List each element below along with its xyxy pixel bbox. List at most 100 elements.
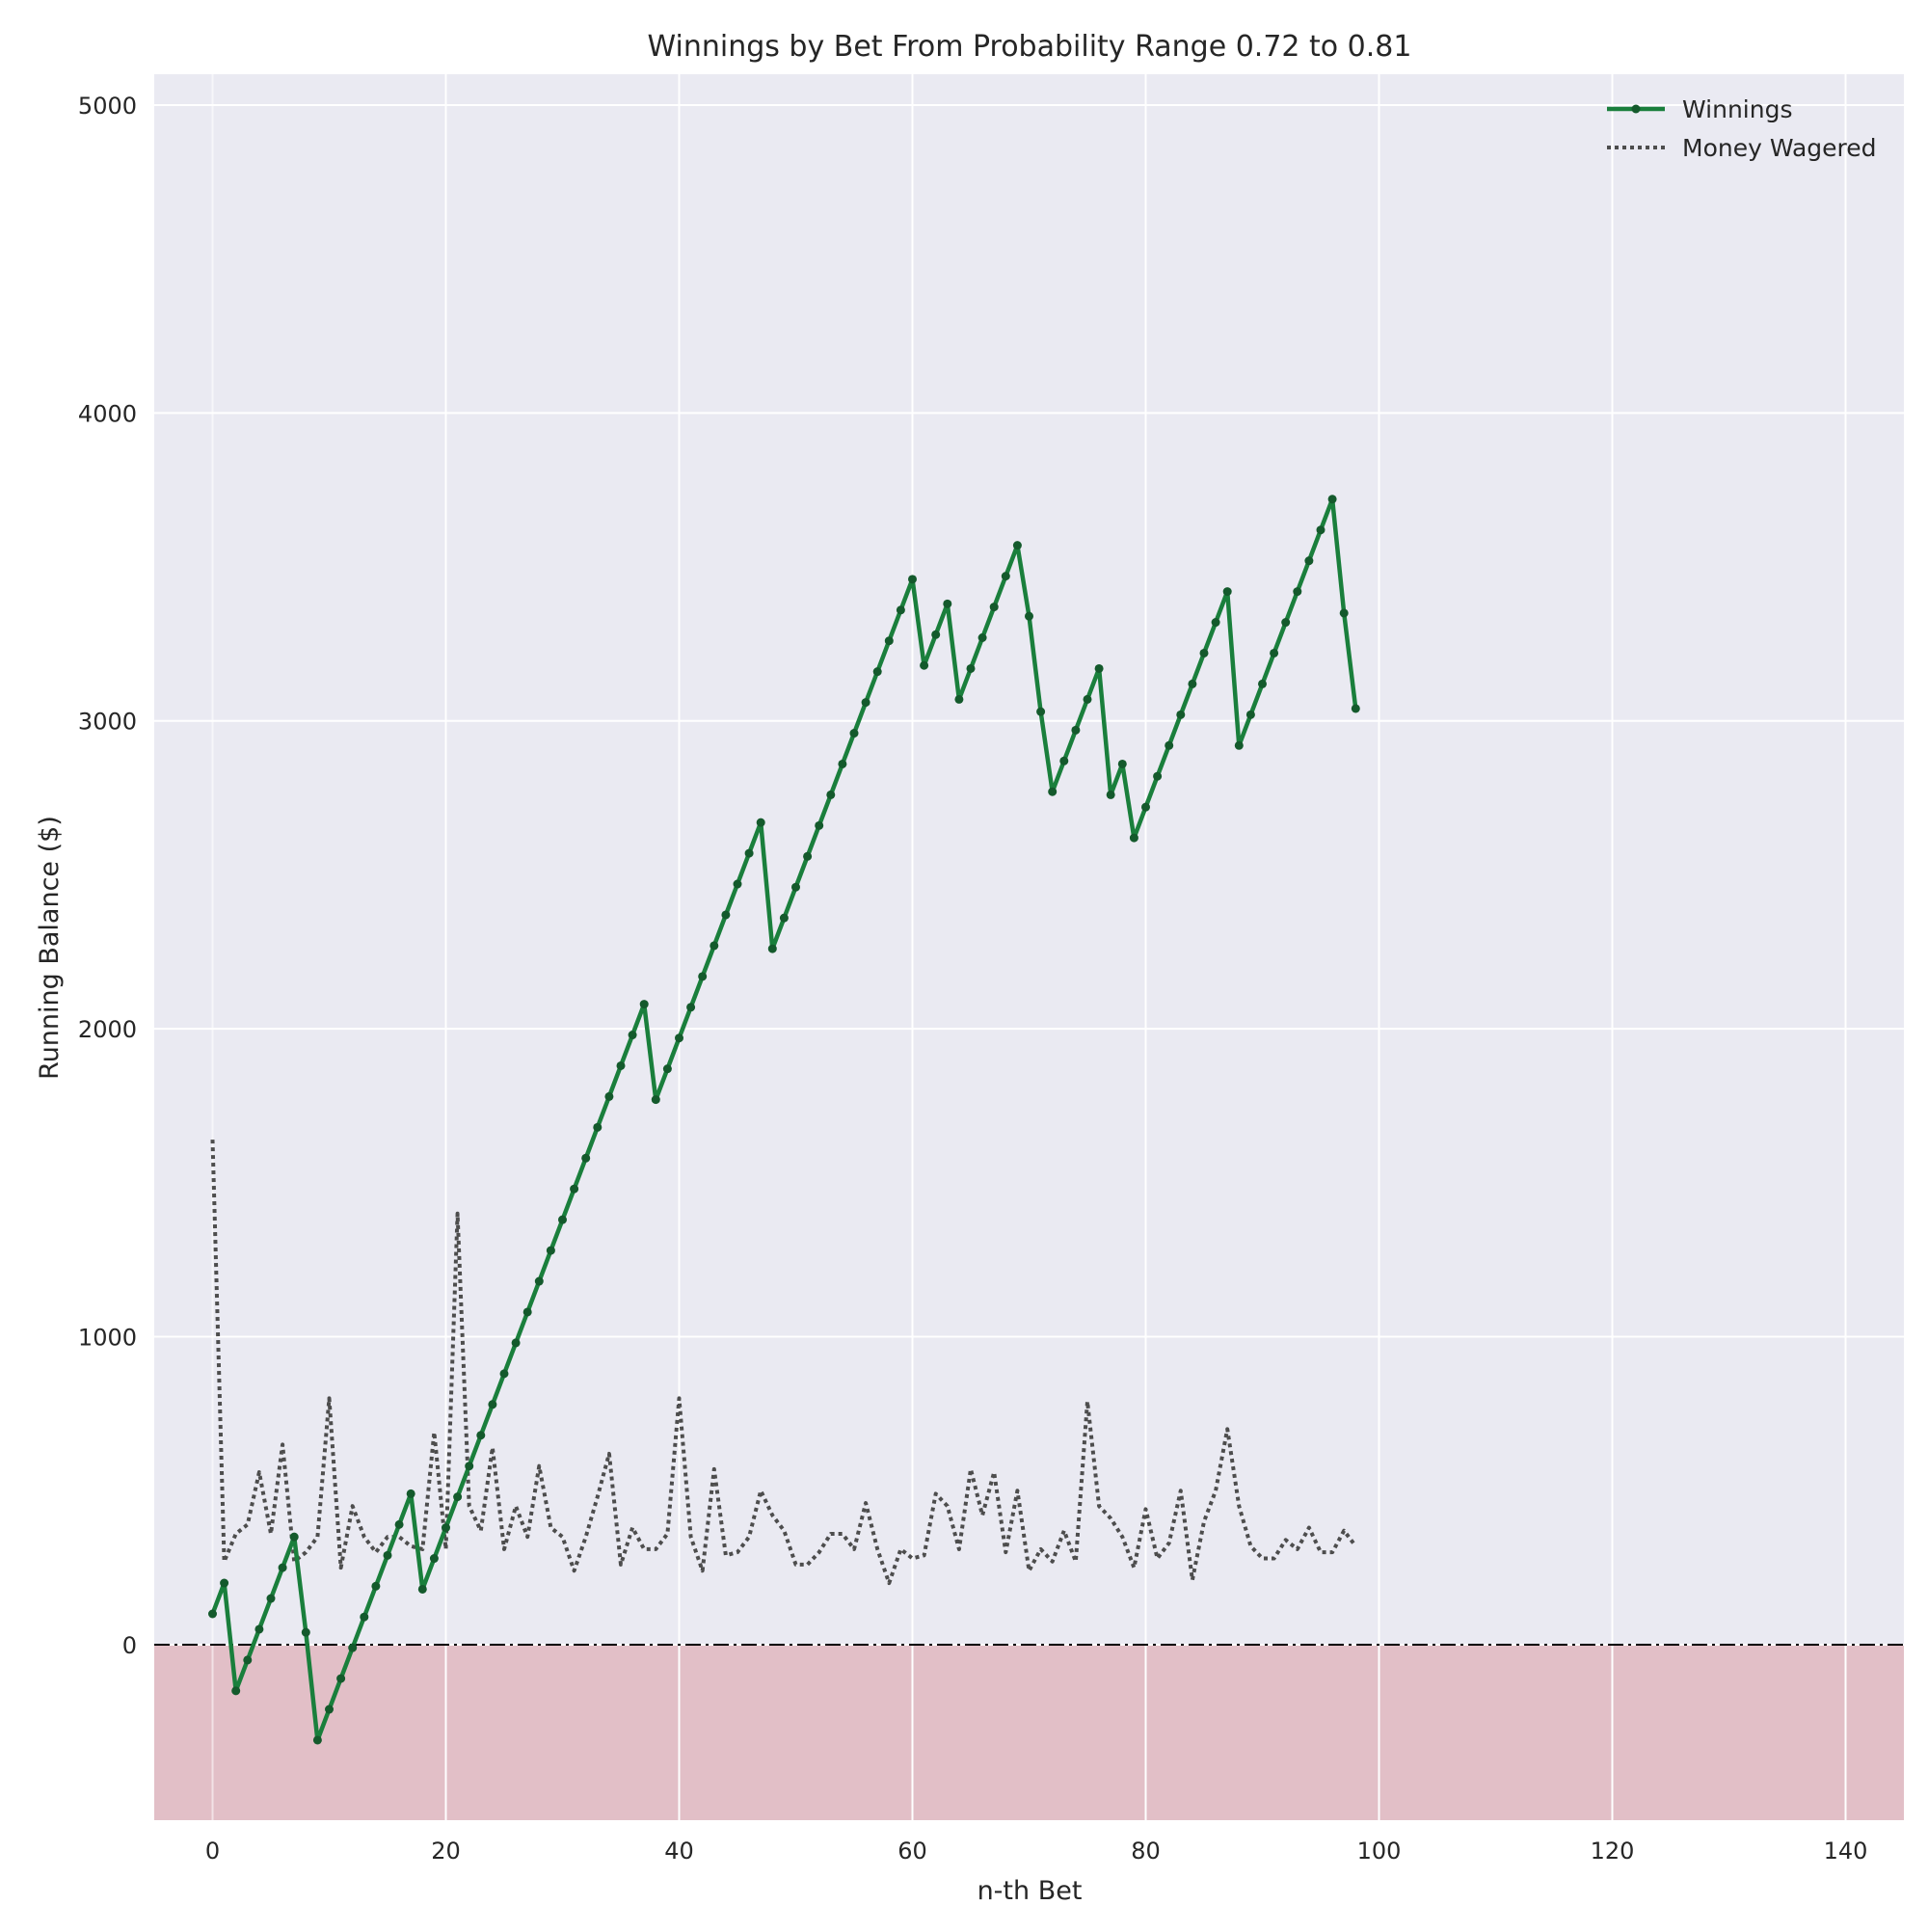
winnings-point xyxy=(1059,756,1069,765)
winnings-point xyxy=(394,1519,404,1529)
winnings-point xyxy=(815,820,824,830)
winnings-point xyxy=(908,575,917,584)
winnings-point xyxy=(254,1624,264,1634)
winnings-point xyxy=(360,1612,369,1622)
x-tick-label: 40 xyxy=(664,1838,694,1865)
winnings-point xyxy=(1327,495,1337,504)
y-tick-label: 4000 xyxy=(78,400,137,427)
winnings-point xyxy=(1165,740,1174,750)
winnings-point xyxy=(1211,618,1220,628)
winnings-point xyxy=(920,660,929,670)
winnings-point xyxy=(884,636,894,646)
winnings-point xyxy=(616,1060,626,1070)
winnings-point xyxy=(1106,790,1115,799)
winnings-point xyxy=(710,941,719,951)
winnings-point xyxy=(1281,618,1291,628)
x-tick-label: 140 xyxy=(1824,1838,1868,1865)
winnings-point xyxy=(1222,587,1232,597)
winnings-point xyxy=(558,1215,567,1224)
winnings-point xyxy=(371,1581,381,1591)
winnings-point xyxy=(954,694,964,704)
winnings-point xyxy=(1234,740,1244,750)
winnings-point xyxy=(1293,587,1302,597)
winnings-point xyxy=(1270,648,1279,657)
winnings-point xyxy=(1153,771,1163,781)
winnings-point xyxy=(838,759,847,768)
winnings-point xyxy=(943,599,952,608)
winnings-point xyxy=(348,1643,358,1652)
winnings-point xyxy=(442,1523,450,1533)
winnings-point xyxy=(231,1686,241,1696)
winnings-point xyxy=(1048,787,1058,796)
winnings-point xyxy=(989,603,999,612)
winnings-point xyxy=(1258,679,1267,688)
winnings-point xyxy=(1141,802,1150,812)
winnings-point xyxy=(767,944,777,953)
x-tick-label: 80 xyxy=(1131,1838,1161,1865)
winnings-point xyxy=(534,1276,544,1286)
winnings-point xyxy=(651,1095,660,1105)
winnings-point xyxy=(1025,611,1033,621)
winnings-point xyxy=(861,698,870,708)
winnings-point xyxy=(1117,759,1127,768)
winnings-point xyxy=(628,1031,637,1040)
winnings-point xyxy=(465,1462,474,1471)
winnings-point xyxy=(383,1550,392,1560)
winnings-point xyxy=(779,913,789,923)
chart-title: Winnings by Bet From Probability Range 0… xyxy=(648,30,1412,64)
winnings-point xyxy=(1339,608,1349,618)
winnings-point xyxy=(1036,707,1046,716)
winnings-point xyxy=(593,1122,602,1132)
winnings-point xyxy=(896,605,905,615)
y-tick-label: 1000 xyxy=(78,1325,137,1352)
winnings-point xyxy=(220,1578,229,1588)
winnings-point xyxy=(453,1492,463,1502)
winnings-point xyxy=(849,729,859,738)
winnings-point xyxy=(1176,710,1186,719)
winnings-point xyxy=(1316,525,1326,535)
winnings-point xyxy=(977,633,987,643)
winnings-point xyxy=(1351,704,1360,713)
winnings-point xyxy=(639,1000,649,1009)
winnings-point xyxy=(756,818,765,827)
winnings-point xyxy=(278,1563,287,1572)
winnings-point xyxy=(744,848,754,858)
winnings-point xyxy=(698,972,708,981)
winnings-point xyxy=(336,1674,346,1683)
winnings-point xyxy=(289,1532,299,1542)
winnings-point xyxy=(511,1338,521,1348)
winnings-point xyxy=(791,882,800,892)
winnings-point xyxy=(1199,648,1209,657)
winnings-point xyxy=(325,1704,334,1714)
winnings-point xyxy=(312,1735,322,1745)
winnings-point xyxy=(721,910,731,920)
winnings-point xyxy=(604,1091,614,1101)
winnings-point xyxy=(488,1400,497,1409)
y-tick-label: 2000 xyxy=(78,1016,137,1043)
winnings-point xyxy=(1188,679,1197,688)
winnings-point xyxy=(417,1584,427,1594)
legend-winnings-marker xyxy=(1631,104,1641,114)
legend: Winnings Money Wagered xyxy=(1607,95,1877,162)
x-tick-label: 20 xyxy=(431,1838,461,1865)
winnings-point xyxy=(1129,833,1138,843)
winnings-point xyxy=(1083,694,1092,704)
winnings-point xyxy=(266,1594,276,1603)
winnings-point xyxy=(570,1184,579,1194)
y-axis-label: Running Balance ($) xyxy=(35,816,65,1080)
winnings-point xyxy=(406,1489,415,1498)
winnings-point xyxy=(686,1003,696,1012)
winnings-point xyxy=(733,879,742,889)
x-tick-label: 100 xyxy=(1357,1838,1402,1865)
winnings-point xyxy=(208,1609,217,1619)
winnings-point xyxy=(429,1554,439,1564)
winnings-point xyxy=(581,1153,591,1163)
plot-area: 0 20 40 60 80 100 120 140 0 1000 2000 3000 4000 5000 xyxy=(78,74,1904,1865)
winnings-point xyxy=(546,1246,555,1255)
x-tick-label: 0 xyxy=(205,1838,220,1865)
negative-region xyxy=(154,1644,1904,1820)
winnings-point xyxy=(476,1431,486,1440)
winnings-point xyxy=(1094,663,1104,673)
